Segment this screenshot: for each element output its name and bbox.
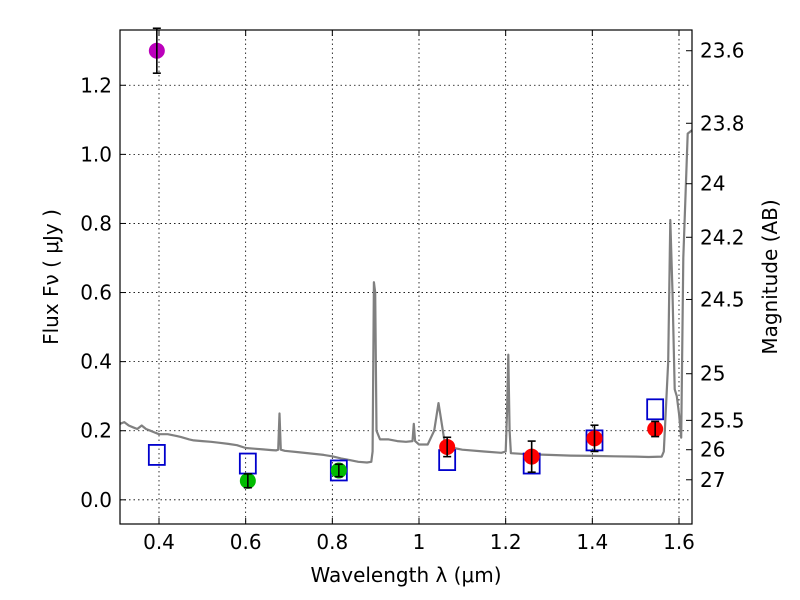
x-tick-label-5: 1.4 bbox=[576, 530, 608, 554]
x-tick-label-6: 1.6 bbox=[663, 530, 695, 554]
model-box-6 bbox=[646, 398, 665, 421]
model-box-1 bbox=[238, 452, 257, 475]
y-tick-label-1: 0.2 bbox=[80, 419, 112, 443]
y-tick-label-3: 0.6 bbox=[80, 281, 112, 305]
right-tick-label-2: 24 bbox=[700, 172, 725, 196]
model-box-0 bbox=[147, 444, 166, 466]
right-tick-label-5: 25 bbox=[700, 362, 725, 386]
spectrum-line bbox=[119, 129, 693, 464]
right-tick-label-0: 23.6 bbox=[700, 39, 745, 63]
y-tick-label-0: 0.0 bbox=[80, 488, 112, 512]
x-tick-label-0: 0.4 bbox=[143, 530, 175, 554]
axis-ticks: 0.4 0.6 0.8 1 1.2 1.4 1.6 0.0 0.2 0.4 0.6 0.8 1.0 1.2… bbox=[80, 30, 745, 554]
right-tick-label-6: 25.5 bbox=[700, 408, 745, 432]
y-axis-label-right: Magnitude (AB) bbox=[758, 199, 782, 354]
observed-points bbox=[148, 27, 664, 489]
grid bbox=[120, 30, 692, 524]
right-tick-label-7: 26 bbox=[700, 438, 725, 462]
y-axis-label-left: Flux Fν ( μJy ) bbox=[39, 209, 63, 345]
x-tick-label-2: 0.8 bbox=[316, 530, 348, 554]
right-tick-label-3: 24.2 bbox=[700, 225, 745, 249]
model-spectrum bbox=[119, 129, 693, 464]
x-tick-label-3: 1 bbox=[413, 530, 426, 554]
model-boxes bbox=[147, 398, 665, 482]
plot-frame bbox=[119, 29, 693, 525]
y-tick-label-5: 1.0 bbox=[80, 142, 112, 166]
x-tick-label-1: 0.6 bbox=[230, 530, 262, 554]
x-tick-label-4: 1.2 bbox=[490, 530, 522, 554]
right-tick-label-8: 27 bbox=[700, 468, 725, 492]
right-tick-label-1: 23.8 bbox=[700, 111, 745, 135]
y-tick-label-4: 0.8 bbox=[80, 211, 112, 235]
right-tick-label-4: 24.5 bbox=[700, 287, 745, 311]
y-tick-label-2: 0.4 bbox=[80, 350, 112, 374]
y-tick-label-6: 1.2 bbox=[80, 73, 112, 97]
x-axis-label: Wavelength λ (μm) bbox=[310, 563, 501, 587]
